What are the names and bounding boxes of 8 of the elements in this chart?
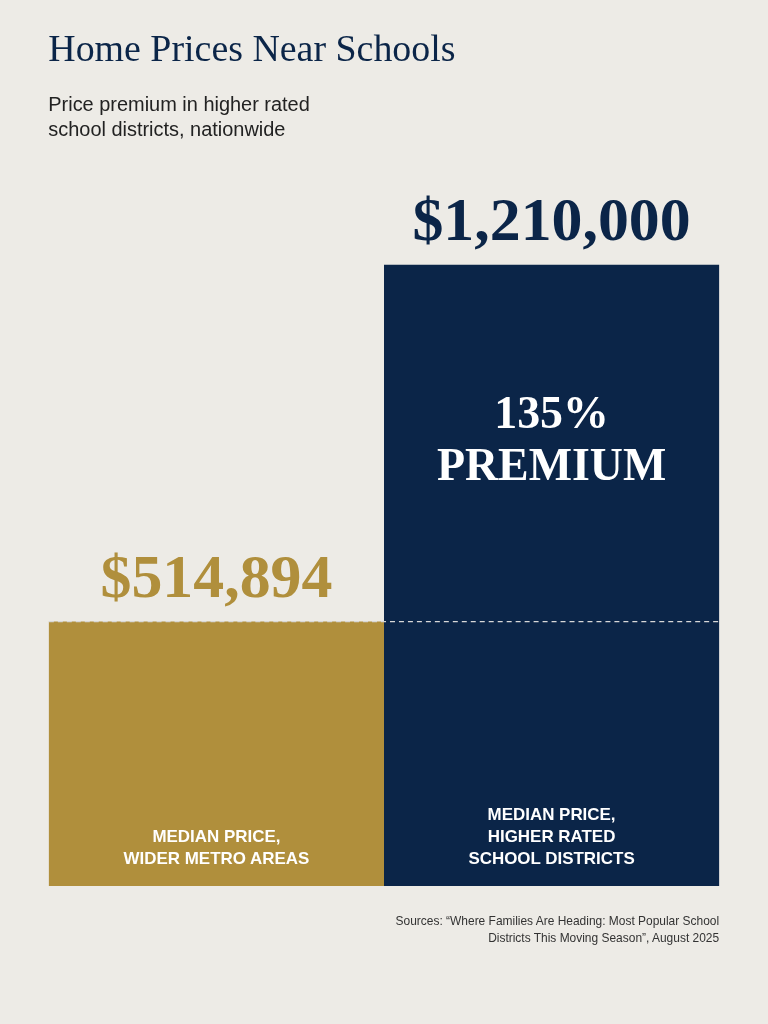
chart-subtitle: Price premium in higher rated school districts, nationwide xyxy=(48,93,310,140)
data-label: $514,894 xyxy=(100,541,333,610)
annotation: 135% PREMIUM xyxy=(436,386,667,490)
x-tick-label: MEDIAN PRICE, HIGHER RATED SCHOOL DISTRICTS xyxy=(468,805,635,869)
chart-title: Home Prices Near Schools xyxy=(48,27,456,70)
data-label: $1,210,000 xyxy=(412,184,691,253)
x-tick-label: MEDIAN PRICE, WIDER METRO AREAS xyxy=(123,827,310,869)
source-note: Sources: “Where Families Are Heading: Most Popular School Districts This Moving Season”, August 2025 xyxy=(395,913,720,945)
